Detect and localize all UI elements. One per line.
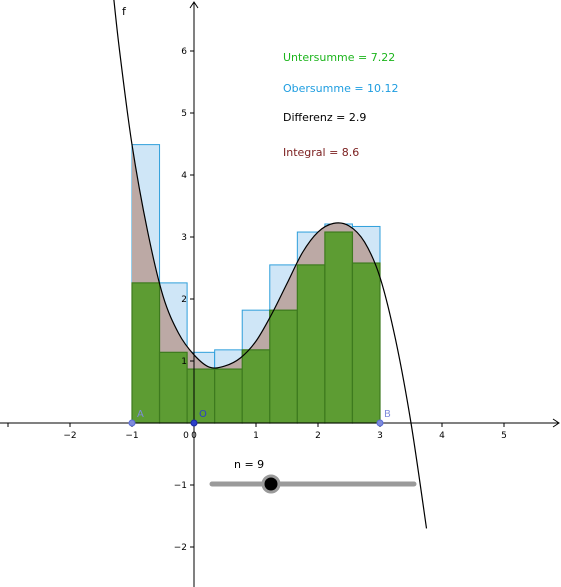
x-tick-label: −2 (63, 431, 76, 441)
point-a (128, 419, 136, 427)
x-axis-arrow (552, 418, 560, 428)
untersumme-text: Untersumme = 7.22 (283, 51, 395, 64)
lower-sum-rect (241, 349, 271, 424)
y-tick-label: −1 (174, 481, 187, 491)
y-tick-label: 1 (181, 357, 187, 367)
lower-sum-rect (269, 309, 298, 424)
function-label: f (122, 5, 127, 18)
y-axis-arrow (189, 1, 199, 9)
interval-points: A BO (128, 409, 391, 427)
origin-label: 0 (183, 431, 189, 441)
slider-label: n = 9 (234, 458, 264, 471)
x-tick-label: 3 (377, 431, 383, 441)
lower-sum-rect (158, 351, 188, 424)
lower-sum-rect (324, 231, 354, 424)
lower-sum-rect (296, 264, 326, 424)
x-tick-label: −1 (125, 431, 138, 441)
integral-text: Integral = 8.6 (283, 146, 359, 159)
y-tick-label: 6 (181, 47, 187, 57)
lower-sum-rect (131, 282, 161, 424)
point-b-label: B (384, 409, 391, 420)
lower-sum-rect (351, 262, 381, 424)
obersumme-text: Obersumme = 10.12 (283, 82, 399, 95)
x-tick-label: 2 (315, 431, 321, 441)
point-a-label: A (137, 409, 144, 420)
origin-point-label: O (199, 409, 207, 420)
y-tick-label: 2 (181, 295, 187, 305)
y-tick-label: 3 (181, 233, 187, 243)
slider-handle[interactable] (261, 474, 281, 494)
point-b (376, 419, 384, 427)
n-slider[interactable]: n = 9 (209, 458, 417, 494)
differenz-text: Differenz = 2.9 (283, 111, 366, 124)
y-tick-label: 5 (181, 109, 187, 119)
lower-sum-rectangles (131, 231, 381, 424)
lower-sum-rect (214, 368, 243, 424)
x-tick-label: 4 (439, 431, 445, 441)
x-tick-label: 1 (253, 431, 259, 441)
x-tick-label: 5 (501, 431, 507, 441)
y-tick-label: 4 (181, 171, 187, 181)
y-tick-label: −2 (174, 543, 187, 553)
origin-point (190, 419, 198, 427)
function-curve (113, 0, 428, 529)
x-tick-label: 0 (191, 431, 197, 441)
